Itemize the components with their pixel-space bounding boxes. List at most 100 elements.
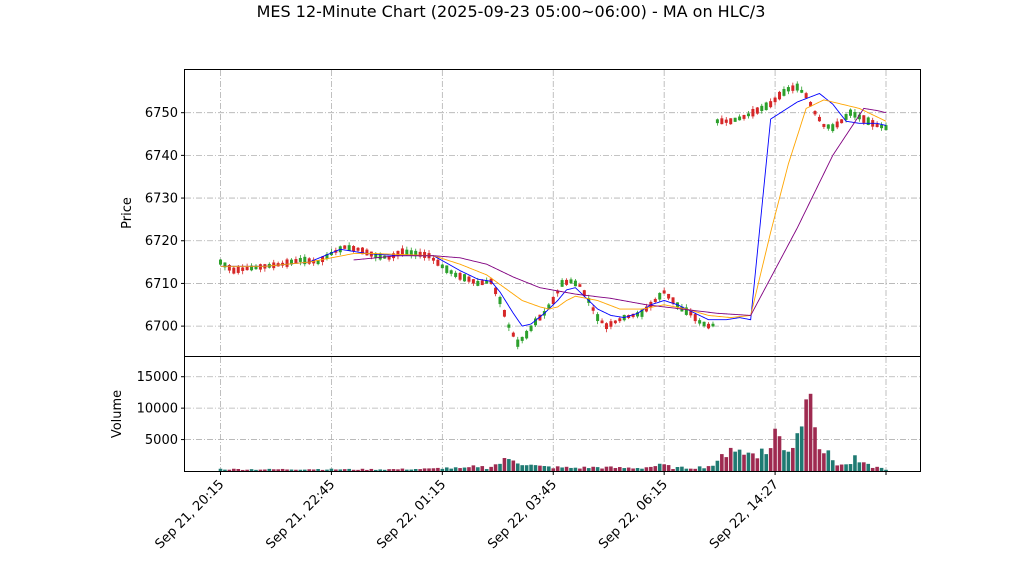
candle-body	[565, 279, 569, 285]
candle-body	[458, 272, 462, 280]
candle-body	[454, 272, 458, 277]
volume-y-tick-label: 10000	[137, 402, 178, 417]
candle-body	[289, 259, 293, 265]
candle-body	[671, 297, 675, 304]
price-y-tick-label: 6710	[145, 277, 178, 292]
volume-bar	[382, 469, 387, 471]
candle-body	[800, 89, 804, 93]
volume-bar	[334, 469, 338, 471]
volume-bar	[653, 466, 658, 471]
volume-bar	[746, 452, 751, 471]
volume-bar	[223, 469, 227, 471]
candle-body	[502, 309, 506, 317]
candle-body	[769, 101, 773, 108]
candle-body	[343, 245, 347, 249]
candle-body	[809, 101, 813, 107]
volume-bar	[671, 469, 675, 471]
candle-body	[467, 276, 471, 282]
candle-body	[880, 124, 884, 129]
candle-body	[640, 309, 644, 317]
candle-body	[742, 115, 746, 119]
volume-bar	[759, 448, 764, 471]
volume-bar	[853, 455, 857, 471]
volume-bar	[289, 469, 294, 471]
volume-bars	[218, 393, 888, 471]
volume-bar	[830, 460, 835, 471]
candle-body	[707, 323, 711, 329]
candle-body	[258, 264, 262, 270]
candle-body	[254, 265, 258, 270]
volume-bar	[511, 460, 516, 471]
volume-bar	[227, 469, 232, 471]
volume-bar	[365, 469, 369, 471]
candle-body	[352, 246, 356, 252]
volume-bar	[431, 468, 436, 471]
candle-body	[822, 124, 826, 127]
volume-bar	[254, 469, 258, 471]
candle-body	[658, 292, 662, 300]
candle-body	[746, 113, 750, 117]
volume-bar	[573, 467, 578, 471]
volume-bar	[529, 464, 533, 471]
volume-bar	[879, 467, 884, 471]
volume-bar	[338, 469, 343, 471]
volume-bar	[480, 466, 485, 471]
volume-bar	[635, 467, 640, 471]
volume-bar	[347, 468, 351, 471]
volume-bar	[675, 467, 680, 471]
price-y-tick-label: 6720	[145, 234, 178, 249]
volume-bar	[369, 468, 374, 471]
volume-bar	[835, 465, 839, 471]
x-tick-label: Sep 22, 03:45	[485, 477, 560, 552]
volume-bar	[742, 454, 746, 471]
candle-body	[414, 250, 418, 257]
candle-body	[387, 256, 391, 260]
volume-bar	[595, 467, 600, 471]
volume-bar	[422, 468, 427, 471]
candle-body	[684, 307, 688, 315]
candle-body	[831, 124, 835, 132]
volume-bar	[471, 465, 476, 471]
volume-bar	[458, 468, 462, 471]
volume-bar	[267, 468, 272, 471]
candle-body	[720, 118, 724, 125]
x-tick-label: Sep 22, 14:27	[707, 477, 782, 552]
volume-bar	[711, 465, 715, 471]
volume-bar	[697, 466, 702, 471]
volume-bar	[520, 465, 524, 471]
volume-y-tick-label: 15000	[137, 370, 178, 385]
volume-bar	[640, 468, 644, 471]
volume-bar	[706, 466, 711, 471]
candle-body	[733, 117, 737, 122]
candle-body	[782, 89, 786, 96]
candle-body	[698, 320, 702, 324]
candle-body	[604, 323, 608, 330]
candle-body	[347, 245, 351, 251]
candle-body	[223, 262, 227, 268]
candle-body	[844, 114, 848, 120]
candle-body	[817, 116, 821, 122]
volume-bar	[449, 468, 454, 471]
candle-body	[547, 304, 551, 310]
volume-bar	[329, 468, 334, 471]
volume-bar	[325, 469, 329, 471]
volume-bar	[591, 466, 595, 471]
candle-body	[760, 105, 764, 111]
volume-bar	[387, 469, 391, 471]
candle-body	[773, 97, 777, 103]
candle-body	[471, 279, 475, 284]
volume-bar	[600, 468, 604, 471]
candle-body	[667, 293, 671, 299]
candle-body	[374, 253, 378, 259]
volume-bar	[533, 465, 538, 471]
volume-bar	[870, 467, 875, 471]
volume-panel-frame	[184, 356, 921, 472]
volume-bar	[498, 463, 502, 471]
volume-bar	[538, 465, 542, 471]
volume-bar	[502, 458, 507, 471]
candle-body	[884, 125, 888, 131]
volume-bar	[875, 466, 879, 471]
volume-bar	[484, 469, 489, 471]
volume-bar	[626, 467, 631, 471]
volume-bar	[311, 469, 316, 471]
